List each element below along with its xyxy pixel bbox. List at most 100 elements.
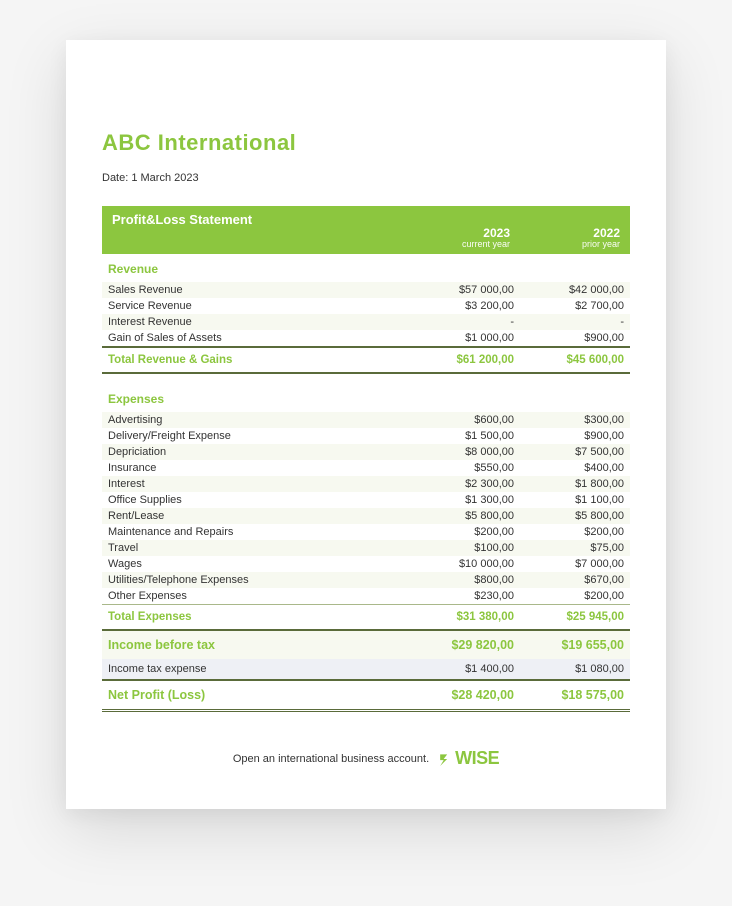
table-row: Other Expenses$230,00$200,00 [102, 588, 630, 604]
table-row: Travel$100,00$75,00 [102, 540, 630, 556]
row-label: Sales Revenue [108, 284, 404, 296]
income-tax-y1: $1 400,00 [404, 663, 514, 675]
income-before-tax-y1: $29 820,00 [404, 638, 514, 652]
table-row: Insurance$550,00$400,00 [102, 460, 630, 476]
revenue-total-label: Total Revenue & Gains [108, 354, 404, 366]
row-label: Wages [108, 558, 404, 570]
row-value-y1: $800,00 [404, 574, 514, 586]
expenses-total-y2: $25 945,00 [514, 611, 624, 623]
row-value-y2: $900,00 [514, 430, 624, 442]
table-row: Utilities/Telephone Expenses$800,00$670,… [102, 572, 630, 588]
row-value-y2: $400,00 [514, 462, 624, 474]
wise-flags-icon [439, 752, 453, 766]
year-col-2-sub: prior year [510, 240, 620, 250]
row-value-y1: $1 500,00 [404, 430, 514, 442]
wise-logo: WISE [439, 748, 499, 769]
row-label: Travel [108, 542, 404, 554]
revenue-rows: Sales Revenue$57 000,00$42 000,00Service… [102, 282, 630, 346]
revenue-section-label: Revenue [102, 254, 630, 282]
table-row: Wages$10 000,00$7 000,00 [102, 556, 630, 572]
net-profit-label: Net Profit (Loss) [108, 688, 404, 702]
row-label: Interest Revenue [108, 316, 404, 328]
row-value-y2: $7 000,00 [514, 558, 624, 570]
row-value-y1: $8 000,00 [404, 446, 514, 458]
row-label: Maintenance and Repairs [108, 526, 404, 538]
row-value-y1: $200,00 [404, 526, 514, 538]
row-label: Insurance [108, 462, 404, 474]
income-tax-y2: $1 080,00 [514, 663, 624, 675]
row-label: Interest [108, 478, 404, 490]
statement-header: Profit&Loss Statement 2023 current year … [102, 206, 630, 254]
table-row: Depriciation$8 000,00$7 500,00 [102, 444, 630, 460]
expenses-total-label: Total Expenses [108, 611, 404, 623]
table-row: Gain of Sales of Assets$1 000,00$900,00 [102, 330, 630, 346]
row-value-y2: $200,00 [514, 526, 624, 538]
row-label: Gain of Sales of Assets [108, 332, 404, 344]
table-row: Maintenance and Repairs$200,00$200,00 [102, 524, 630, 540]
expenses-section-label: Expenses [102, 384, 630, 412]
table-row: Interest Revenue-- [102, 314, 630, 330]
row-label: Service Revenue [108, 300, 404, 312]
date-line: Date: 1 March 2023 [102, 172, 630, 184]
income-tax-label: Income tax expense [108, 663, 404, 675]
row-value-y2: $900,00 [514, 332, 624, 344]
row-label: Utilities/Telephone Expenses [108, 574, 404, 586]
row-value-y2: $200,00 [514, 590, 624, 602]
row-value-y2: $1 800,00 [514, 478, 624, 490]
row-value-y1: $10 000,00 [404, 558, 514, 570]
income-before-tax-y2: $19 655,00 [514, 638, 624, 652]
net-profit-y2: $18 575,00 [514, 688, 624, 702]
row-value-y1: $3 200,00 [404, 300, 514, 312]
expenses-total-y1: $31 380,00 [404, 611, 514, 623]
table-row: Delivery/Freight Expense$1 500,00$900,00 [102, 428, 630, 444]
row-label: Delivery/Freight Expense [108, 430, 404, 442]
row-value-y1: $230,00 [404, 590, 514, 602]
row-value-y1: $100,00 [404, 542, 514, 554]
row-value-y1: $5 800,00 [404, 510, 514, 522]
net-profit-y1: $28 420,00 [404, 688, 514, 702]
row-value-y1: $1 300,00 [404, 494, 514, 506]
row-value-y1: $57 000,00 [404, 284, 514, 296]
row-value-y2: $670,00 [514, 574, 624, 586]
row-value-y2: $5 800,00 [514, 510, 624, 522]
statement-title: Profit&Loss Statement [112, 212, 620, 227]
table-row: Interest$2 300,00$1 800,00 [102, 476, 630, 492]
row-value-y2: - [514, 316, 624, 328]
row-value-y1: $1 000,00 [404, 332, 514, 344]
revenue-total-row: Total Revenue & Gains $61 200,00 $45 600… [102, 346, 630, 374]
row-value-y2: $300,00 [514, 414, 624, 426]
expense-rows: Advertising$600,00$300,00Delivery/Freigh… [102, 412, 630, 604]
row-value-y2: $2 700,00 [514, 300, 624, 312]
table-row: Sales Revenue$57 000,00$42 000,00 [102, 282, 630, 298]
revenue-total-y2: $45 600,00 [514, 354, 624, 366]
income-before-tax-row: Income before tax $29 820,00 $19 655,00 [102, 629, 630, 659]
net-profit-row: Net Profit (Loss) $28 420,00 $18 575,00 [102, 679, 630, 712]
footer-text: Open an international business account. [233, 753, 429, 765]
row-value-y1: $2 300,00 [404, 478, 514, 490]
row-value-y1: $600,00 [404, 414, 514, 426]
row-value-y1: $550,00 [404, 462, 514, 474]
row-label: Advertising [108, 414, 404, 426]
income-tax-row: Income tax expense $1 400,00 $1 080,00 [102, 659, 630, 679]
document-page: ABC International Date: 1 March 2023 Pro… [66, 40, 666, 809]
row-label: Rent/Lease [108, 510, 404, 522]
income-before-tax-label: Income before tax [108, 638, 404, 652]
footer: Open an international business account. … [102, 748, 630, 769]
table-row: Office Supplies$1 300,00$1 100,00 [102, 492, 630, 508]
revenue-total-y1: $61 200,00 [404, 354, 514, 366]
company-name: ABC International [102, 130, 630, 156]
row-value-y2: $75,00 [514, 542, 624, 554]
row-value-y2: $7 500,00 [514, 446, 624, 458]
row-label: Depriciation [108, 446, 404, 458]
expenses-total-row: Total Expenses $31 380,00 $25 945,00 [102, 604, 630, 629]
row-value-y1: - [404, 316, 514, 328]
row-value-y2: $42 000,00 [514, 284, 624, 296]
year-col-1-sub: current year [400, 240, 510, 250]
table-row: Rent/Lease$5 800,00$5 800,00 [102, 508, 630, 524]
row-label: Other Expenses [108, 590, 404, 602]
row-value-y2: $1 100,00 [514, 494, 624, 506]
row-label: Office Supplies [108, 494, 404, 506]
wise-wordmark: WISE [455, 748, 499, 769]
table-row: Service Revenue$3 200,00$2 700,00 [102, 298, 630, 314]
table-row: Advertising$600,00$300,00 [102, 412, 630, 428]
